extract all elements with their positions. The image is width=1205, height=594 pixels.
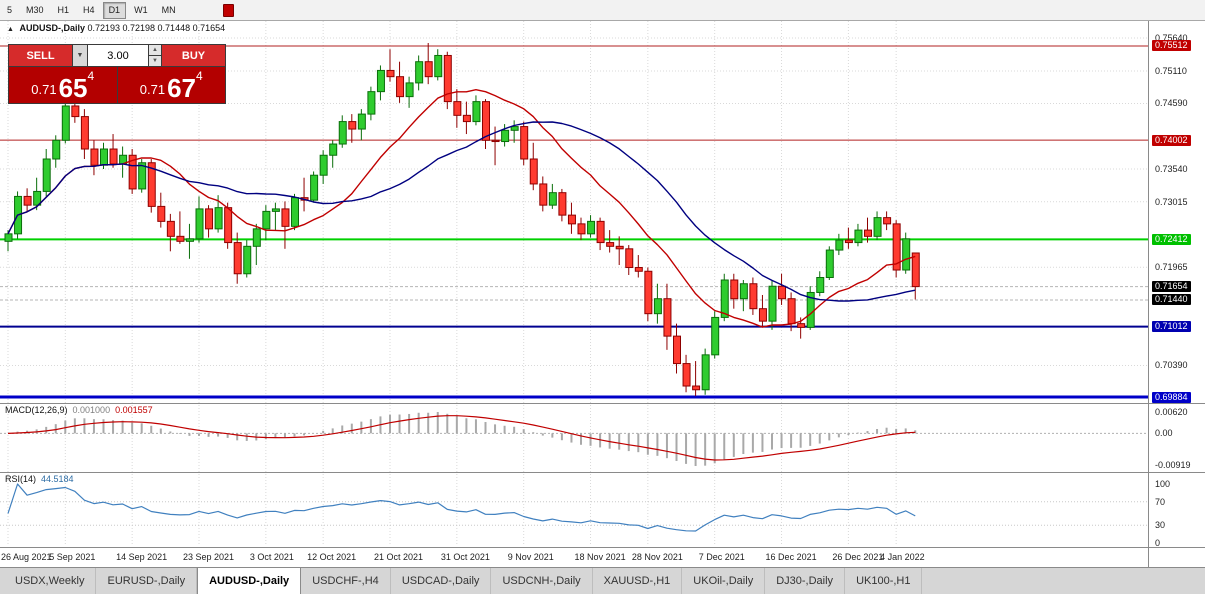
price-axis[interactable]: 0.75640 0.75110 0.74590 0.73540 0.73015 0.719… [1149, 20, 1205, 548]
chart-tab-ukoil-daily[interactable]: UKOil-,Daily [682, 568, 766, 594]
chart-canvas[interactable] [0, 0, 1148, 547]
macd-indicator-label: MACD(12,26,9) 0.001000 0.001557 [5, 405, 153, 415]
rsi-line [7, 483, 916, 532]
chart-symbol-label: AUDUSD-,Daily [19, 23, 85, 33]
volume-input[interactable]: 3.00 [88, 45, 148, 66]
price-axis-label: 0 [1155, 538, 1161, 548]
chart-tab-usdcad-daily[interactable]: USDCAD-,Daily [391, 568, 492, 594]
chart-tab-usdx-weekly[interactable]: USDX,Weekly [4, 568, 97, 594]
volume-dropdown-button[interactable]: ▼ [73, 45, 87, 66]
chart-ohlc-values: 0.72193 0.72198 0.71448 0.71654 [87, 23, 226, 33]
chart-tab-dj30-daily[interactable]: DJ30-,Daily [765, 568, 846, 594]
volume-down-icon[interactable]: ▼ [149, 56, 161, 66]
chart-title: ▲ AUDUSD-,Daily 0.72193 0.72198 0.71448 … [7, 23, 225, 33]
buy-button[interactable]: BUY [162, 45, 225, 66]
buy-price-base: 0.71 [139, 82, 166, 97]
timeframe-button-mn[interactable]: MN [161, 4, 176, 15]
date-axis-label: 5 Sep 2021 [49, 552, 96, 562]
price-axis-label: 0.70390 [1155, 360, 1188, 371]
price-axis-label: 0.71440 [1152, 294, 1191, 306]
sell-price-button[interactable]: 0.71 65 4 [9, 67, 117, 103]
buy-price-big: 67 [167, 73, 197, 103]
price-axis-label: 0.75512 [1152, 40, 1191, 52]
date-axis-label: 26 Dec 2021 [832, 552, 884, 562]
price-axis-label: 0.74590 [1155, 98, 1188, 109]
chart-tab-bar: USDX,Weekly EURUSD-,Daily AUDUSD-,Daily USD… [0, 567, 1205, 594]
macd-panel-separator[interactable] [0, 403, 1205, 404]
price-axis-label: 0.75110 [1155, 66, 1187, 77]
symbol-arrow-icon: ▲ [7, 26, 14, 33]
date-axis-label: 31 Oct 2021 [440, 552, 490, 562]
date-axis-label: 14 Sep 2021 [116, 552, 168, 562]
price-axis-label: 70 [1155, 496, 1166, 507]
rsi-panel-separator[interactable] [0, 472, 1205, 473]
chart-type-icon[interactable] [222, 3, 234, 17]
price-axis-label: 100 [1155, 479, 1171, 489]
date-axis-label: 3 Oct 2021 [249, 552, 294, 562]
timeframe-button-h1[interactable]: H1 [57, 4, 70, 15]
sell-price-big: 65 [58, 73, 88, 103]
rsi-value: 44.5184 [41, 474, 74, 484]
date-axis-label: 18 Nov 2021 [574, 552, 626, 562]
price-axis-label: 0.71965 [1155, 262, 1188, 273]
price-axis-label: 0.69884 [1152, 391, 1191, 403]
price-axis-label: 0.73015 [1155, 196, 1188, 207]
price-axis-label: 0.74002 [1152, 134, 1191, 146]
ma-slow-line [7, 121, 916, 302]
date-axis-label: 16 Dec 2021 [765, 552, 817, 562]
date-axis-label: 23 Sep 2021 [183, 552, 235, 562]
price-axis-label: 0.73540 [1155, 163, 1188, 174]
date-axis[interactable]: 26 Aug 2021 5 Sep 2021 14 Sep 2021 23 Sep 2… [0, 547, 1205, 568]
date-axis-label: 28 Nov 2021 [631, 552, 683, 562]
macd-main-value: 0.001000 [72, 405, 111, 415]
macd-signal-line [7, 415, 916, 461]
price-axis-label: 30 [1155, 520, 1166, 531]
price-axis-label: -0.00919 [1155, 460, 1191, 470]
price-axis-label: 0.75640 [1155, 33, 1188, 43]
date-axis-label: 12 Oct 2021 [307, 552, 357, 562]
sell-price-sup: 4 [87, 69, 95, 83]
rsi-indicator-label: RSI(14) 44.5184 [5, 474, 74, 484]
buy-price-button[interactable]: 0.71 67 4 [117, 67, 225, 103]
macd-name: MACD(12,26,9) [5, 405, 68, 415]
timeframe-button-5[interactable]: 5 [7, 4, 13, 15]
price-axis-label: 0.00 [1155, 428, 1173, 439]
date-axis-label: 21 Oct 2021 [374, 552, 424, 562]
chart-tab-usdcnh-daily[interactable]: USDCNH-,Daily [491, 568, 593, 594]
gridlines [0, 21, 1148, 546]
volume-up-icon[interactable]: ▲ [149, 45, 161, 55]
candlestick-series [4, 42, 920, 397]
chart-tab-usdchf-h4[interactable]: USDCHF-,H4 [301, 568, 391, 594]
price-axis-label: 0.72412 [1152, 233, 1191, 245]
chart-tab-audusd-daily[interactable]: AUDUSD-,Daily [197, 568, 302, 594]
buy-price-sup: 4 [196, 69, 203, 83]
timeframe-button-w1[interactable]: W1 [134, 4, 148, 15]
price-axis-label: 0.71012 [1152, 321, 1191, 333]
date-axis-label: 26 Aug 2021 [1, 552, 52, 562]
chart-tab-xauusd-h1[interactable]: XAUUSD-,H1 [593, 568, 683, 594]
timeframe-button-h4[interactable]: H4 [83, 4, 95, 15]
rsi-name: RSI(14) [5, 474, 37, 484]
date-axis-label: 7 Dec 2021 [698, 552, 745, 562]
timeframe-button-m30[interactable]: M30 [26, 4, 44, 15]
macd-signal-value: 0.001557 [115, 405, 153, 415]
sell-price-base: 0.71 [31, 82, 57, 97]
one-click-trading-panel: SELL ▼ 3.00 ▲ ▼ BUY 0.71 65 4 0.71 67 4 [8, 44, 226, 104]
timeframe-button-d1[interactable]: D1 [102, 1, 127, 19]
chart-tab-uk100-h1[interactable]: UK100-,H1 [845, 568, 923, 594]
price-axis-separator [1148, 20, 1149, 567]
price-axis-label: 0.00620 [1155, 407, 1188, 417]
price-axis-label: 0.71654 [1152, 281, 1191, 293]
ma-fast-line [7, 88, 916, 328]
sell-button[interactable]: SELL [9, 45, 72, 66]
date-axis-label: 4 Jan 2022 [880, 552, 925, 562]
horizontal-level-lines[interactable] [0, 45, 1148, 399]
macd-histogram [16, 412, 917, 466]
timeframe-toolbar: 5 M30 H1 H4 D1 W1 MN [0, 0, 1205, 21]
date-axis-label: 9 Nov 2021 [507, 552, 554, 562]
chart-tab-eurusd-daily[interactable]: EURUSD-,Daily [96, 568, 198, 594]
